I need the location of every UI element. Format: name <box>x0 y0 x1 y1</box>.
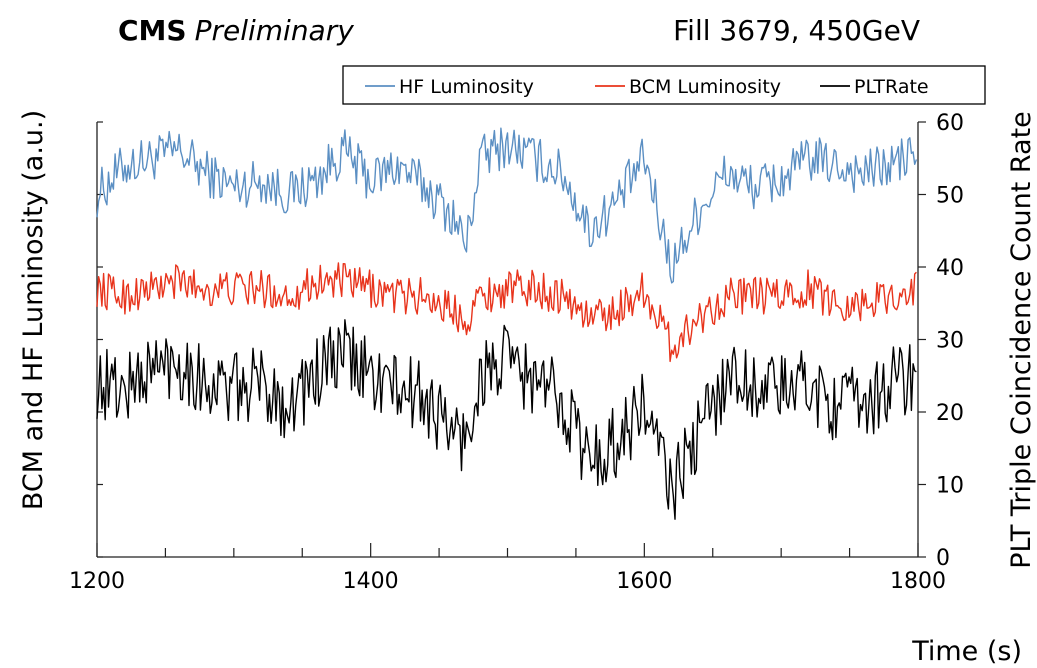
series-layer <box>96 127 918 520</box>
chart-subtitle: Fill 3679, 450GeV <box>673 14 920 47</box>
x-tick-label: 1200 <box>69 569 125 594</box>
legend-label: HF Luminosity <box>399 76 534 98</box>
chart-title: CMS Preliminary <box>118 14 354 47</box>
y-right-tick-label: 50 <box>936 184 964 209</box>
legend-label: BCM Luminosity <box>629 76 781 98</box>
series-line <box>96 319 917 520</box>
y-right-tick-label: 10 <box>936 474 964 499</box>
x-axis-label: Time (s) <box>911 636 1022 667</box>
x-tick-label: 1400 <box>343 569 399 594</box>
y-right-tick-label: 60 <box>936 111 964 136</box>
legend-box <box>342 65 986 105</box>
legend-label: PLTRate <box>854 76 929 98</box>
y-right-tick-label: 20 <box>936 401 964 426</box>
x-tick-label: 1600 <box>616 569 672 594</box>
series-line <box>96 127 918 284</box>
y-axis-label-left: BCM and HF Luminosity (a.u.) <box>18 110 49 510</box>
legend: HF Luminosity BCM Luminosity PLTRate <box>342 65 986 105</box>
y-right-tick-label: 0 <box>936 546 950 571</box>
x-tick-label: 1800 <box>890 569 946 594</box>
series-line <box>96 262 917 363</box>
title-italic: Preliminary <box>195 14 355 47</box>
y-axis-label-right: PLT Triple Coincidence Count Rate <box>1006 111 1037 569</box>
axes: 1200 1400 1600 1800 0 10 20 30 40 50 60 <box>69 111 964 594</box>
y-right-tick-label: 30 <box>936 329 964 354</box>
title-bold: CMS <box>118 14 187 47</box>
y-right-tick-label: 40 <box>936 256 964 281</box>
